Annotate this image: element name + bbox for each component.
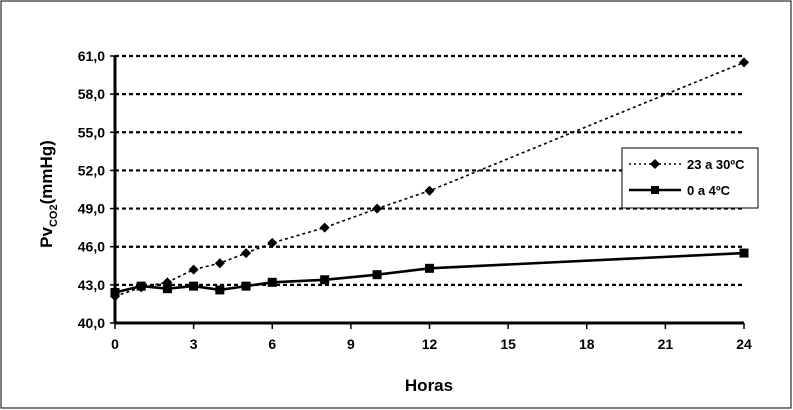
- data-point-series-1: [188, 264, 199, 275]
- x-axis-title: Horas: [405, 376, 453, 395]
- legend-marker-series-1: [650, 159, 660, 169]
- data-point-series-2: [136, 281, 146, 291]
- data-point-series-1: [214, 258, 225, 269]
- legend-marker-series-2: [651, 186, 659, 194]
- legend-label-series-2: 0 a 4ºC: [687, 183, 731, 198]
- data-point-series-2: [110, 287, 120, 297]
- data-point-series-2: [241, 281, 251, 291]
- y-tick-label: 55,0: [78, 124, 105, 140]
- data-series: [110, 57, 749, 302]
- data-point-series-2: [189, 281, 199, 291]
- y-tick-label: 58,0: [78, 86, 105, 102]
- y-axis-title-unit: (mmHg): [37, 140, 56, 204]
- data-point-series-2: [320, 275, 330, 285]
- y-tick-label: 61,0: [78, 48, 105, 64]
- data-point-series-2: [162, 284, 172, 294]
- x-tick-label: 3: [190, 336, 198, 352]
- data-point-series-1: [372, 203, 383, 214]
- y-axis-title-main: Pv: [37, 226, 56, 247]
- x-tick-label: 12: [422, 336, 438, 352]
- y-tick-label: 40,0: [78, 315, 105, 331]
- y-axis-title-subscript: CO2: [48, 204, 60, 227]
- axis-labels: 40,0 43,0 46,0 49,0 52,0 55,0 58,0 61,0 0 3 6 9 12 15…: [78, 48, 752, 352]
- x-tick-label: 18: [579, 336, 595, 352]
- data-point-series-2: [215, 285, 225, 295]
- data-point-series-2: [267, 277, 277, 287]
- y-tick-label: 46,0: [78, 239, 105, 255]
- x-tick-label: 24: [736, 336, 752, 352]
- data-point-series-2: [372, 270, 382, 280]
- data-point-series-1: [319, 222, 330, 233]
- data-point-series-1: [267, 237, 278, 248]
- y-tick-label: 49,0: [78, 201, 105, 217]
- legend-box: [621, 147, 759, 209]
- legend-label-series-1: 23 a 30ºC: [687, 157, 745, 172]
- axes: [110, 55, 745, 329]
- x-tick-label: 6: [268, 336, 276, 352]
- x-tick-label: 21: [658, 336, 674, 352]
- y-tick-label: 43,0: [78, 277, 105, 293]
- data-point-series-1: [424, 185, 435, 196]
- y-axis-title: PvCO2(mmHg): [37, 140, 60, 248]
- x-tick-label: 0: [111, 336, 119, 352]
- data-point-series-2: [739, 248, 749, 258]
- x-tick-label: 15: [500, 336, 516, 352]
- legend: 23 a 30ºC 0 a 4ºC: [621, 147, 759, 209]
- data-point-series-1: [739, 57, 749, 68]
- data-point-series-2: [425, 263, 434, 273]
- x-tick-label: 9: [347, 336, 355, 352]
- data-point-series-1: [241, 248, 252, 259]
- y-tick-label: 52,0: [78, 162, 105, 178]
